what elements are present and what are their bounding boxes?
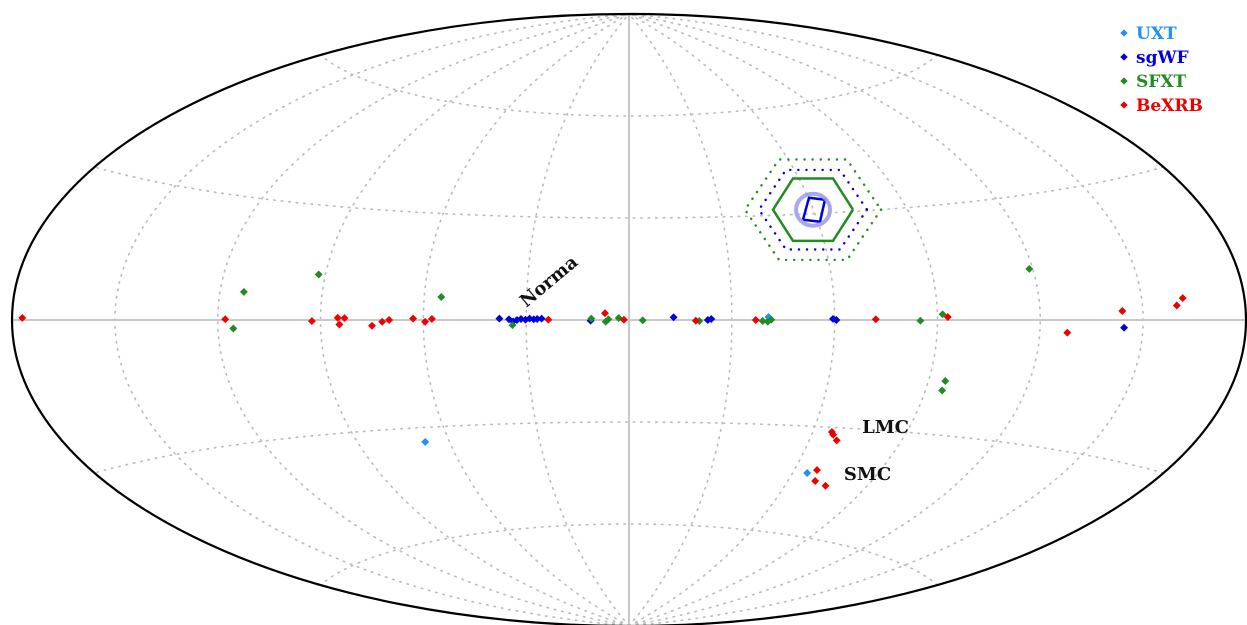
point-sfxt	[314, 270, 323, 279]
legend-marker	[1120, 53, 1128, 61]
point-bexrb	[1063, 328, 1072, 337]
point-bexrb	[544, 315, 553, 324]
legend-item-bexrb: BeXRB	[1120, 96, 1203, 116]
field-of-view-overlays	[743, 158, 883, 262]
meridian-line	[319, 13, 630, 625]
annotations: Norma LMC SMC	[516, 251, 909, 485]
point-bexrb	[601, 309, 609, 318]
point-sgwf	[495, 314, 504, 323]
map-outline	[11, 12, 1247, 625]
point-sfxt	[1025, 264, 1034, 273]
point-sfxt	[763, 317, 772, 326]
legend-marker	[1120, 77, 1128, 85]
point-bexrb	[409, 314, 418, 323]
series-sfxt	[229, 264, 1034, 395]
point-bexrb	[751, 316, 760, 324]
annotation-lmc: LMC	[862, 417, 909, 438]
annotation-smc: SMC	[844, 464, 891, 485]
point-bexrb	[871, 315, 880, 324]
legend-marker	[1120, 101, 1128, 109]
point-bexrb	[335, 320, 344, 329]
point-sfxt	[239, 287, 248, 296]
point-bexrb	[821, 481, 830, 490]
point-bexrb	[1172, 301, 1181, 310]
point-sfxt	[601, 317, 610, 326]
point-bexrb	[221, 315, 230, 324]
legend-label: BeXRB	[1136, 96, 1203, 116]
point-bexrb	[421, 317, 430, 326]
point-sfxt	[587, 314, 596, 323]
point-bexrb	[813, 466, 821, 475]
legend-item-sgwf: sgWF	[1120, 48, 1189, 68]
point-bexrb	[1178, 294, 1187, 303]
point-bexrb	[691, 316, 700, 325]
point-sfxt	[938, 386, 947, 395]
point-bexrb	[385, 316, 394, 324]
point-bexrb	[619, 315, 628, 324]
point-sgwf	[1120, 323, 1129, 332]
point-sfxt	[758, 317, 767, 325]
series-uxt	[421, 312, 812, 477]
point-uxt	[803, 469, 812, 477]
fov-dotted-ring	[757, 168, 869, 251]
point-bexrb	[378, 317, 387, 326]
point-sgwf	[537, 314, 546, 323]
data-points	[18, 264, 1187, 490]
point-sfxt	[638, 316, 647, 325]
point-bexrb	[427, 314, 436, 323]
point-sfxt	[437, 293, 446, 301]
legend-label: sgWF	[1136, 48, 1189, 68]
annotation-norma: Norma	[516, 251, 582, 311]
point-bexrb	[307, 317, 316, 326]
meridian-line	[628, 13, 939, 625]
legend-item-sfxt: SFXT	[1120, 72, 1187, 92]
legend: UXT sgWF SFXT BeXRB	[1120, 24, 1203, 116]
point-bexrb	[340, 314, 349, 323]
point-sfxt	[508, 321, 517, 330]
legend-label: UXT	[1136, 24, 1177, 44]
point-bexrb	[827, 428, 836, 436]
axes	[12, 14, 1246, 625]
fov-dotted-ring	[743, 158, 883, 262]
point-sfxt	[941, 377, 950, 385]
fov-square	[801, 196, 827, 224]
point-sgwf	[505, 315, 513, 324]
legend-marker	[1120, 29, 1128, 37]
legend-item-uxt: UXT	[1120, 24, 1177, 44]
point-bexrb	[1118, 307, 1127, 315]
point-uxt	[421, 437, 430, 446]
fov-hexagon	[771, 177, 855, 243]
series-bexrb	[18, 294, 1187, 490]
point-bexrb	[333, 313, 342, 322]
legend-label: SFXT	[1136, 72, 1187, 92]
fov-circle	[794, 191, 833, 228]
point-bexrb	[811, 477, 820, 485]
point-bexrb	[368, 321, 376, 330]
point-sfxt	[916, 316, 925, 325]
point-sfxt	[229, 324, 238, 333]
